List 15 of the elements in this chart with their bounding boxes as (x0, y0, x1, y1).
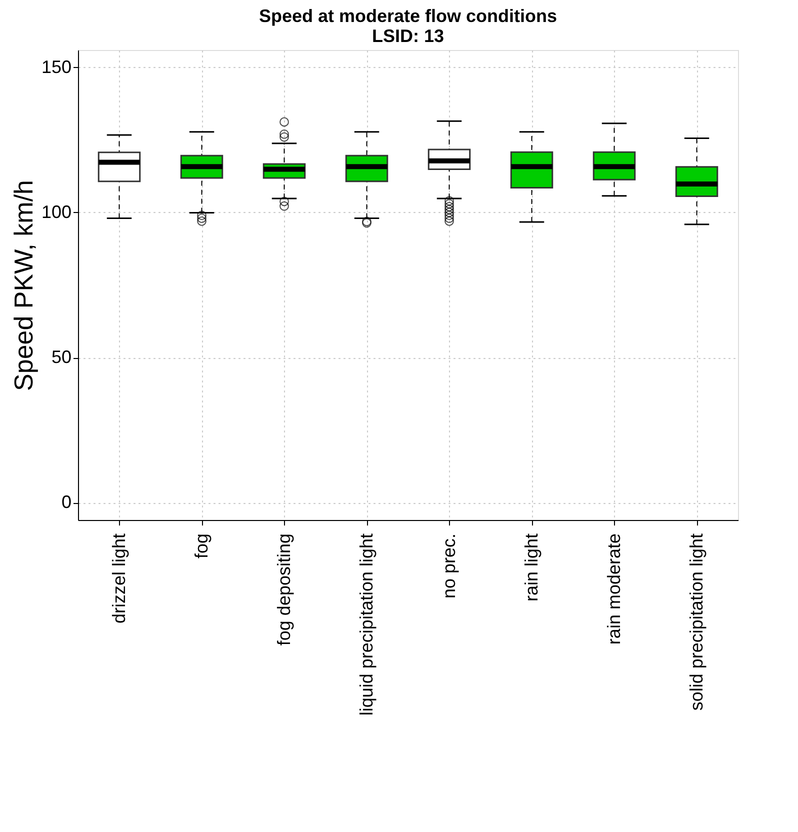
x-tick-label: solid precipitation light (686, 534, 706, 711)
y-tick-label: 0 (61, 492, 72, 512)
x-tick-label: fog depositing (274, 534, 294, 646)
x-tick-label: liquid precipitation light (356, 534, 376, 716)
y-tick-label: 100 (41, 202, 72, 222)
x-tick-label: drizzel light (108, 534, 129, 624)
y-axis-title: Speed PKW, km/h (8, 180, 38, 391)
y-tick-label: 50 (51, 347, 72, 368)
x-tick-label: no prec. (438, 534, 459, 599)
x-tick-label: fog (191, 534, 212, 559)
y-tick-label: 150 (41, 56, 72, 77)
x-tick-label: rain light (521, 534, 542, 602)
chart-title: Speed at moderate flow conditions (258, 6, 558, 26)
x-tick-label: rain moderate (604, 534, 624, 645)
chart-subtitle: LSID: 13 (372, 26, 444, 46)
